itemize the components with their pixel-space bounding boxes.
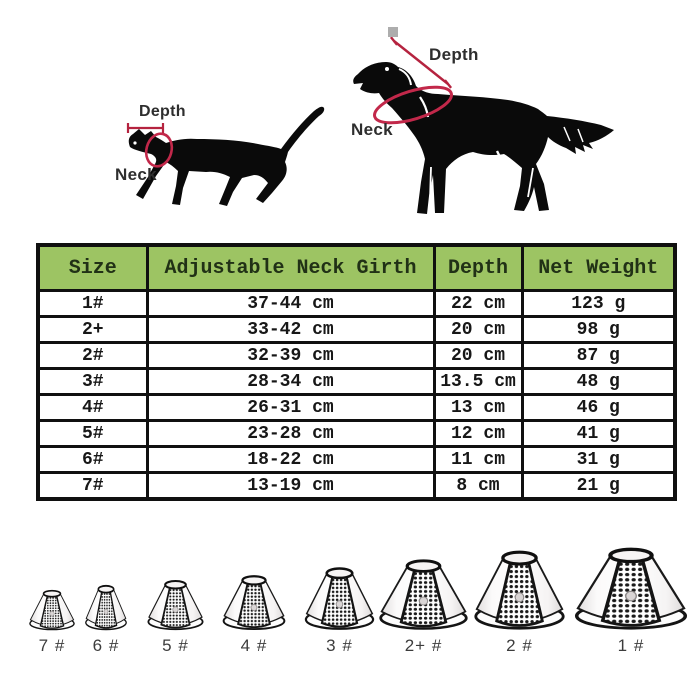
cat-eye — [133, 141, 137, 145]
measurement-diagram — [126, 27, 614, 214]
table-row: 3# 28-34 cm 13.5 cm 48 g — [36, 367, 677, 396]
table-row: 2# 32-39 cm 20 cm 87 g — [36, 341, 677, 370]
table-row: 7# 13-19 cm 8 cm 21 g — [36, 471, 677, 501]
dog-neck-label: Neck — [351, 120, 393, 139]
table-row: 4# 26-31 cm 13 cm 46 g — [36, 393, 677, 422]
dog-belly-highlight — [495, 150, 503, 160]
dog-foreleg-highlight — [429, 166, 432, 201]
dog-neck-ellipse — [373, 85, 453, 125]
table-row: 2+ 33-42 cm 20 cm 98 g — [36, 315, 677, 344]
cone-label: 7 # — [38, 636, 66, 655]
table-row: 1# 37-44 cm 22 cm 123 g — [36, 289, 677, 318]
gray-square-artifact — [388, 27, 398, 37]
dog-hindleg-highlight — [527, 167, 534, 198]
cat-depth-line — [126, 123, 165, 133]
cone-item: 2 # — [472, 549, 567, 656]
cat-silhouette — [128, 106, 325, 206]
size-table: Size Adjustable Neck Girth Depth Net Wei… — [36, 243, 677, 501]
cone-item: 2+ # — [377, 558, 470, 656]
cone-label: 2 # — [506, 636, 533, 655]
cone-label: 6 # — [92, 636, 120, 655]
cone-size-row: 7 # 6 # 5 # 4 # 3 # 2+ # 2 # 1 # — [0, 540, 700, 700]
cat-neck-label: Neck — [115, 165, 157, 184]
cone-label: 2+ # — [404, 636, 443, 655]
table-row: 5# 23-28 cm 12 cm 41 g — [36, 419, 677, 448]
cone-label: 1 # — [617, 636, 645, 655]
cone-item: 3 # — [303, 566, 376, 656]
table-header-row: Size Adjustable Neck Girth Depth Net Wei… — [36, 243, 677, 292]
cat-neck-ellipse — [144, 132, 174, 168]
cone-graphic — [222, 575, 286, 631]
cone-graphic — [147, 579, 204, 631]
table-row: 6# 18-22 cm 11 cm 31 g — [36, 445, 677, 474]
cone-label: 4 # — [240, 636, 268, 655]
header-weight: Net Weight — [520, 243, 677, 292]
dog-depth-line — [389, 36, 453, 89]
cone-item: 5 # — [146, 579, 205, 656]
header-size: Size — [36, 243, 149, 292]
cone-graphic — [379, 559, 468, 631]
dog-eye — [385, 67, 389, 71]
dog-ear-highlight — [398, 68, 412, 86]
cone-item: 6 # — [84, 584, 128, 656]
dog-depth-label: Depth — [429, 45, 479, 64]
cone-item: 1 # — [572, 546, 690, 656]
cone-graphic — [572, 546, 690, 631]
cone-graphic — [84, 584, 128, 631]
cone-graphic — [29, 589, 75, 631]
cone-label: 3 # — [326, 636, 353, 655]
cone-label: 5 # — [162, 636, 189, 655]
dog-tail-highlight — [563, 126, 584, 143]
cone-graphic — [304, 567, 375, 631]
cat-depth-label: Depth — [139, 103, 186, 120]
cone-item: 4 # — [221, 574, 287, 656]
cone-item: 7 # — [28, 589, 76, 656]
header-girth: Adjustable Neck Girth — [145, 243, 436, 292]
cone-graphic — [474, 550, 565, 630]
header-depth: Depth — [432, 243, 524, 292]
